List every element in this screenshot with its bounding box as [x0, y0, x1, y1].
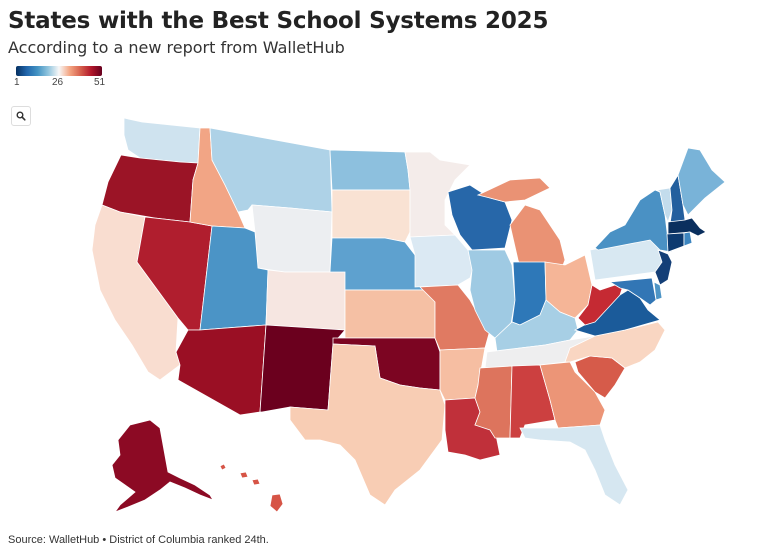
state-WI[interactable] [447, 184, 513, 251]
legend-mid-label: 26 [52, 77, 64, 88]
state-CT[interactable] [666, 232, 685, 253]
state-ME[interactable] [677, 147, 726, 216]
state-MO[interactable] [419, 284, 491, 351]
state-CO[interactable] [265, 269, 346, 331]
state-AK[interactable] [111, 419, 214, 513]
state-WA[interactable] [123, 117, 201, 164]
state-DE[interactable] [653, 281, 663, 301]
state-MS[interactable] [474, 365, 513, 439]
search-icon [16, 111, 26, 121]
state-MN[interactable] [404, 151, 471, 238]
page-title: States with the Best School Systems 2025 [8, 8, 549, 34]
state-MT[interactable] [209, 127, 333, 213]
map-canvas [91, 117, 726, 513]
state-RI[interactable] [683, 231, 693, 247]
state-GA[interactable] [539, 361, 606, 429]
state-TX[interactable] [289, 343, 446, 506]
state-FL[interactable] [519, 424, 629, 506]
state-KS[interactable] [344, 289, 436, 339]
state-HI[interactable] [219, 463, 284, 513]
state-WV[interactable] [577, 279, 626, 326]
legend-min-label: 1 [14, 77, 20, 88]
state-MD[interactable] [608, 277, 657, 306]
legend-gradient-bar [16, 66, 102, 76]
state-WY[interactable] [251, 204, 333, 273]
page-subtitle: According to a new report from WalletHub [8, 38, 345, 57]
color-legend: 1 26 51 [14, 66, 106, 90]
state-ND[interactable] [329, 149, 411, 191]
state-SD[interactable] [331, 189, 411, 243]
state-NY[interactable] [594, 189, 673, 253]
state-AZ[interactable] [175, 324, 267, 416]
state-IA[interactable] [409, 234, 476, 288]
state-NJ[interactable] [654, 249, 673, 286]
source-note: Source: WalletHub • District of Columbia… [8, 534, 269, 546]
legend-max-label: 51 [94, 77, 106, 88]
map-zoom-button[interactable] [11, 106, 31, 126]
us-choropleth-map[interactable] [0, 100, 768, 520]
